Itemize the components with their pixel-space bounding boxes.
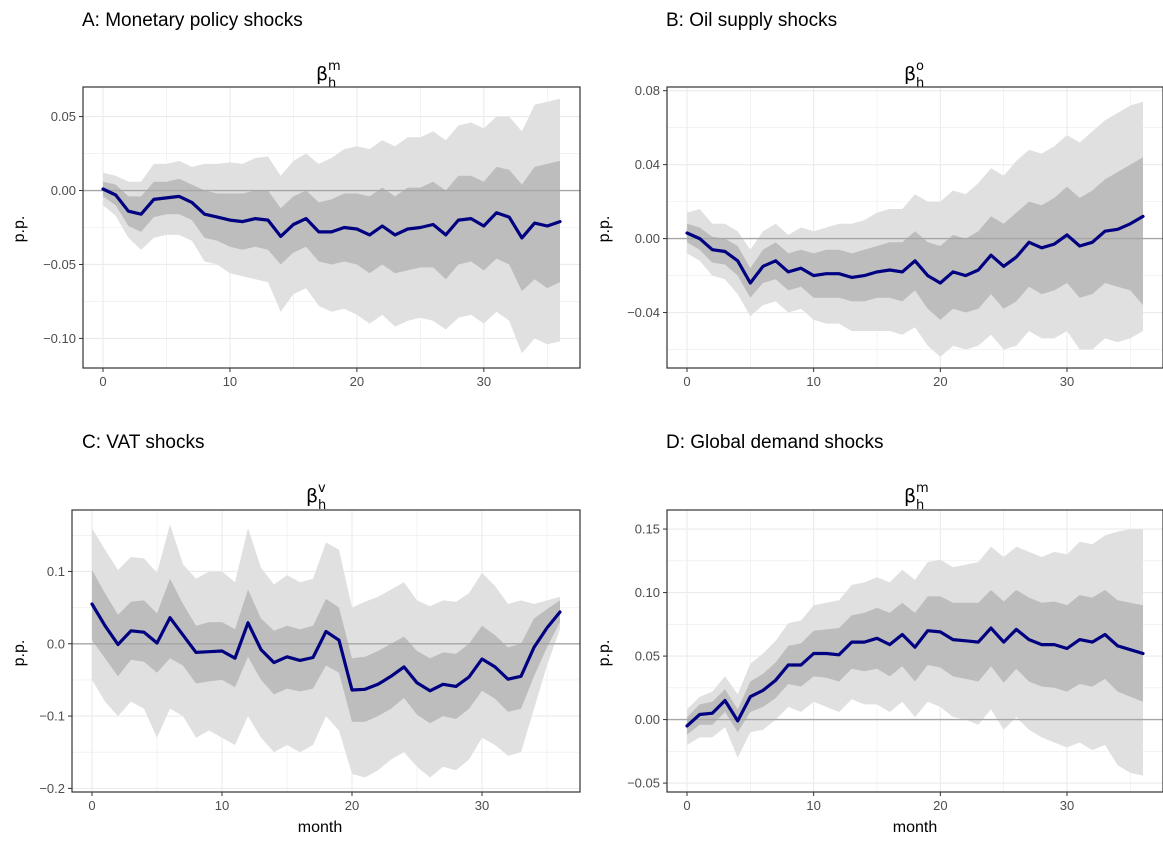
y-tick-label: −0.10: [43, 331, 76, 346]
estimate-line: [685, 626, 1145, 728]
panel-b-plot: −0.04 0.00 0.04 0.08 0 10 20 30: [627, 83, 1163, 389]
panel-a-plot: −0.10 −0.05 0.00 0.05 0 10 20 30: [43, 86, 581, 389]
x-tick-label: 10: [806, 798, 820, 813]
x-tick-label: 0: [99, 374, 106, 389]
panel-b-ylabel: p.p.: [596, 216, 613, 243]
panel-b-title: B: Oil supply shocks: [666, 10, 837, 31]
y-tick-label: 0.00: [635, 231, 660, 246]
panel-a-beta-sub: h: [328, 76, 336, 91]
x-tick-label: 10: [806, 374, 820, 389]
estimate-line: [685, 214, 1145, 285]
panel-a: A: Monetary policy shocks β m h p.p. −0.…: [11, 10, 581, 389]
y-tick-label: −0.1: [39, 709, 65, 724]
panel-d-ylabel: p.p.: [596, 640, 613, 667]
plot-area: [667, 87, 1163, 368]
panel-c-beta-symbol: β: [306, 485, 318, 507]
y-tick-label: 0.05: [51, 109, 76, 124]
y-tick-label: −0.05: [627, 776, 660, 791]
y-tick-label: 0.10: [635, 585, 660, 600]
panel-b: B: Oil supply shocks β o h p.p. −0.04 0.0…: [596, 10, 1163, 389]
confidence-band-inner: [103, 160, 560, 292]
y-tick-label: 0.08: [635, 83, 660, 98]
x-tick-label: 30: [477, 374, 491, 389]
x-tick-label: 10: [223, 374, 237, 389]
confidence-band-inner: [687, 590, 1143, 735]
x-tick-label: 20: [350, 374, 364, 389]
panel-c-title: C: VAT shocks: [82, 432, 204, 453]
panel-b-beta-title: β o h: [904, 59, 924, 91]
y-tick-label: 0.04: [635, 157, 660, 172]
panel-a-beta-title: β m h: [316, 59, 341, 91]
x-tick-label: 30: [1060, 798, 1074, 813]
panel-b-beta-sup: o: [916, 59, 924, 74]
x-tick-label: 0: [683, 374, 690, 389]
y-tick-label: 0.0: [47, 636, 65, 651]
panel-c-plot: −0.2 −0.1 0.0 0.1 0 10 20 30: [39, 509, 581, 813]
panel-border: [82, 86, 581, 369]
panel-d-beta-sup: m: [916, 481, 929, 496]
panel-d-beta-symbol: β: [904, 485, 916, 507]
x-tick-label: 10: [215, 798, 229, 813]
panel-c-beta-sup: v: [318, 481, 326, 496]
panel-d-xlabel: month: [893, 819, 937, 836]
panel-b-beta-sub: h: [916, 76, 924, 91]
y-tick-label: 0.00: [635, 712, 660, 727]
plot-area: [667, 510, 1163, 792]
panel-d-beta-title: β m h: [904, 481, 929, 513]
panel-d-beta-sub: h: [916, 498, 924, 513]
panel-b-beta-symbol: β: [904, 63, 916, 85]
panel-c-xlabel: month: [298, 819, 342, 836]
y-tick-label: −0.2: [39, 781, 65, 796]
y-tick-label: −0.04: [627, 305, 660, 320]
estimate-line: [90, 602, 562, 693]
estimate-line: [101, 187, 562, 240]
x-tick-label: 0: [88, 798, 95, 813]
panel-c-beta-title: β v h: [306, 481, 326, 513]
y-tick-label: −0.05: [43, 257, 76, 272]
x-tick-label: 30: [475, 798, 489, 813]
panel-c-beta-sub: h: [318, 498, 326, 513]
confidence-band-outer: [687, 101, 1143, 357]
panel-d-plot: −0.05 0.00 0.05 0.10 0.15 0 10 20 30: [627, 509, 1163, 813]
x-tick-label: 0: [683, 798, 690, 813]
panel-a-beta-symbol: β: [316, 63, 328, 85]
panel-border: [666, 509, 1163, 793]
x-tick-label: 20: [933, 374, 947, 389]
panel-d-title: D: Global demand shocks: [666, 432, 884, 453]
y-tick-label: 0.15: [635, 522, 660, 537]
panel-c: C: VAT shocks β v h p.p. month −0.2 −0.1 0…: [11, 432, 581, 836]
x-tick-label: 20: [345, 798, 359, 813]
panel-c-ylabel: p.p.: [11, 640, 28, 667]
y-tick-label: 0.05: [635, 649, 660, 664]
panel-border: [71, 509, 581, 793]
plot-area: [72, 510, 580, 792]
plot-area: [83, 87, 580, 368]
panel-d: D: Global demand shocks β m h p.p. month…: [596, 432, 1163, 836]
y-tick-label: 0.1: [47, 564, 65, 579]
panel-border: [666, 86, 1163, 369]
panel-a-title: A: Monetary policy shocks: [82, 10, 303, 31]
x-tick-label: 30: [1060, 374, 1074, 389]
panel-a-ylabel: p.p.: [11, 216, 28, 243]
panel-a-beta-sup: m: [328, 59, 341, 74]
x-tick-label: 20: [933, 798, 947, 813]
y-tick-label: 0.00: [51, 183, 76, 198]
